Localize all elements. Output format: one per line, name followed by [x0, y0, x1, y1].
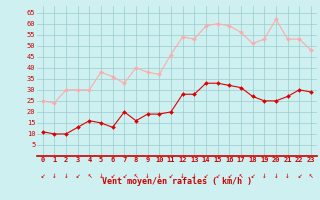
Text: ↙: ↙	[122, 171, 127, 180]
Text: ↓: ↓	[192, 171, 196, 180]
Text: ↖: ↖	[134, 171, 138, 180]
Text: ↖: ↖	[239, 171, 243, 180]
Text: ↙: ↙	[40, 171, 45, 180]
Text: ↙: ↙	[169, 171, 173, 180]
Text: ↙: ↙	[75, 171, 80, 180]
Text: ↓: ↓	[99, 171, 103, 180]
Text: ↙: ↙	[227, 171, 232, 180]
Text: ↙: ↙	[215, 171, 220, 180]
Text: ↙: ↙	[204, 171, 208, 180]
Text: ↙: ↙	[110, 171, 115, 180]
Text: ↓: ↓	[285, 171, 290, 180]
Text: ↓: ↓	[274, 171, 278, 180]
Text: ↓: ↓	[157, 171, 162, 180]
Text: ↙: ↙	[250, 171, 255, 180]
Text: ↓: ↓	[64, 171, 68, 180]
Text: ↓: ↓	[145, 171, 150, 180]
Text: ↖: ↖	[309, 171, 313, 180]
Text: ↓: ↓	[262, 171, 267, 180]
Text: ↙: ↙	[297, 171, 302, 180]
Text: ↓: ↓	[52, 171, 57, 180]
Text: ↓: ↓	[180, 171, 185, 180]
Text: ↖: ↖	[87, 171, 92, 180]
X-axis label: Vent moyen/en rafales ( km/h ): Vent moyen/en rafales ( km/h )	[102, 177, 252, 186]
